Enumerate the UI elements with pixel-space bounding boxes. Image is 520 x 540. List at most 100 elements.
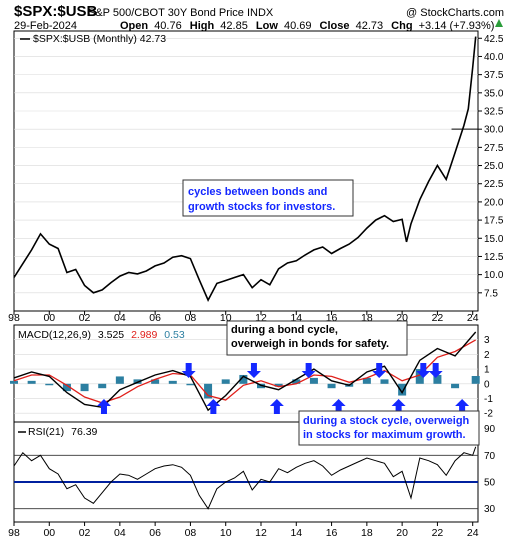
price-tick-label: 12.5 xyxy=(484,252,504,263)
price-tick-label: 35.0 xyxy=(484,88,504,99)
quote-low-value: 40.69 xyxy=(284,20,312,32)
macd-legend-hist: 0.53 xyxy=(164,329,185,341)
sell-arrow-icon xyxy=(246,363,261,378)
x-tick-label-bottom: 24 xyxy=(467,527,479,539)
macd-histogram-bar xyxy=(115,376,124,384)
rsi-legend-value: 76.39 xyxy=(71,426,97,438)
macd-tick-label: 2 xyxy=(484,350,490,361)
price-panel xyxy=(13,30,479,312)
x-tick-label-top: 14 xyxy=(290,312,302,324)
quote-high-value: 42.85 xyxy=(220,20,248,32)
macd-legend-signal: 2.989 xyxy=(131,329,157,341)
rsi-tick-label: 50 xyxy=(484,478,496,489)
x-tick-label-top: 06 xyxy=(149,312,161,324)
macd-histogram-bar xyxy=(10,380,18,384)
quote-high-label: High xyxy=(190,20,215,32)
x-tick-label-bottom: 22 xyxy=(432,527,444,539)
stock-annotation-line-2: in stocks for maximum growth. xyxy=(303,429,466,441)
macd-tick-label: -2 xyxy=(484,409,493,420)
brand-logo: @ StockCharts.com xyxy=(406,7,504,19)
bond-annotation-box xyxy=(226,320,408,356)
macd-histogram-bar xyxy=(451,383,460,389)
price-tick-label: 20.0 xyxy=(484,197,504,208)
macd-histogram-bar xyxy=(62,383,71,392)
macd-histogram-bar xyxy=(186,383,195,386)
x-tick-label-bottom: 20 xyxy=(396,527,408,539)
quote-chg-value: +3.14 (+7.93%) xyxy=(419,20,495,32)
rsi-tick-label: 90 xyxy=(484,424,496,435)
buy-arrow-icon xyxy=(455,399,470,414)
macd-legend-value: 3.525 xyxy=(98,329,124,341)
macd-histogram-bar xyxy=(433,374,442,384)
price-tick-label: 40.0 xyxy=(484,52,504,63)
buy-arrow-icon xyxy=(269,399,284,414)
macd-histogram-bar xyxy=(204,383,213,399)
quote-open-value: 40.76 xyxy=(154,20,182,32)
x-tick-label-top: 20 xyxy=(396,312,408,324)
macd-legend: MACD(12,26,9) 3.525 2.989 0.53 xyxy=(18,329,185,341)
sell-arrow-icon xyxy=(301,363,316,378)
macd-histogram-bar xyxy=(80,383,89,392)
main-annotation-line-1: cycles between bonds and xyxy=(188,186,327,198)
x-tick-label-top: 22 xyxy=(432,312,444,324)
x-tick-label-bottom: 08 xyxy=(185,527,197,539)
macd-histogram-bar xyxy=(168,380,177,384)
macd-histogram-bar xyxy=(27,380,36,384)
price-legend: $SPX:$USB (Monthly) 42.73 xyxy=(33,33,166,45)
macd-histogram-bar xyxy=(471,375,480,384)
macd-histogram-bar xyxy=(151,379,160,384)
x-tick-label-bottom: 02 xyxy=(79,527,91,539)
buy-arrow-icon xyxy=(96,399,111,414)
x-tick-label-top: 12 xyxy=(255,312,267,324)
macd-tick-label: 0 xyxy=(484,379,490,390)
sell-arrow-icon xyxy=(416,363,431,378)
rsi-tick-label: 30 xyxy=(484,504,496,515)
x-tick-label-bottom: 06 xyxy=(149,527,161,539)
rsi-legend-title: RSI(21) xyxy=(28,426,64,438)
sell-arrow-icon xyxy=(181,363,196,378)
main-annotation-box xyxy=(182,179,354,217)
x-tick-label-top: 24 xyxy=(467,312,479,324)
stock-annotation: during a stock cycle, overweigh in stock… xyxy=(303,415,472,441)
date-label: 29-Feb-2024 xyxy=(14,20,77,32)
macd-histogram-bar xyxy=(415,369,424,384)
main-annotation: cycles between bonds and growth stocks f… xyxy=(188,186,335,213)
x-tick-label-bottom: 98 xyxy=(8,527,20,539)
macd-histogram-bar xyxy=(362,377,371,384)
rsi-legend: RSI(21) 76.39 xyxy=(28,426,98,438)
x-tick-label-bottom: 00 xyxy=(43,527,55,539)
macd-histogram-bar xyxy=(98,383,107,389)
macd-histogram-bar xyxy=(398,383,407,396)
price-tick-label: 30.0 xyxy=(484,125,504,136)
symbol-title: $SPX:$USB xyxy=(14,3,98,20)
price-tick-label: 17.5 xyxy=(484,216,504,227)
macd-histogram-bar xyxy=(309,377,318,384)
macd-histogram-bar xyxy=(221,379,230,384)
buy-arrow-icon xyxy=(331,399,346,414)
quote-open-label: Open xyxy=(120,20,148,32)
quote-chg-label: Chg xyxy=(391,20,412,32)
bond-annotation-line-2: overweigh in bonds for safety. xyxy=(231,338,389,350)
rsi-line xyxy=(13,446,477,510)
x-tick-label-top: 08 xyxy=(185,312,197,324)
price-tick-label: 25.0 xyxy=(484,161,504,172)
x-tick-label-bottom: 12 xyxy=(255,527,267,539)
price-tick-label: 7.5 xyxy=(484,288,498,299)
x-tick-label-bottom: 18 xyxy=(361,527,373,539)
macd-tick-label: 1 xyxy=(484,365,490,376)
price-tick-label: 27.5 xyxy=(484,143,504,154)
macd-tick-label: 3 xyxy=(484,335,490,346)
price-tick-label: 15.0 xyxy=(484,234,504,245)
x-tick-label-bottom: 10 xyxy=(220,527,232,539)
x-tick-label-bottom: 04 xyxy=(114,527,126,539)
x-tick-label-top: 16 xyxy=(326,312,338,324)
quote-line: Open 40.76 High 42.85 Low 40.69 Close 42… xyxy=(120,20,494,32)
x-tick-label-top: 10 xyxy=(220,312,232,324)
price-tick-label: 32.5 xyxy=(484,107,504,118)
price-tick-label: 37.5 xyxy=(484,70,504,81)
macd-histogram-bar xyxy=(327,383,336,389)
sell-arrow-icon xyxy=(372,363,387,378)
x-tick-label-top: 04 xyxy=(114,312,126,324)
macd-signal-line xyxy=(13,339,477,404)
